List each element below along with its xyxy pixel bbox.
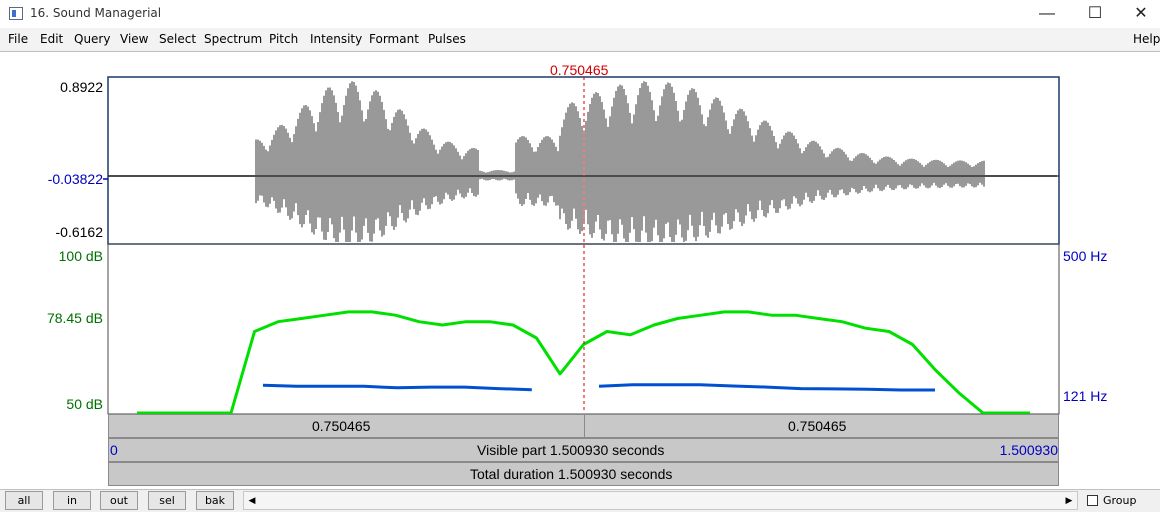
time-segment-right[interactable] [584, 414, 1059, 438]
menu-help[interactable]: Help [1133, 32, 1160, 46]
group-label: Group [1103, 494, 1137, 507]
scroll-left-icon[interactable]: ◀ [248, 495, 256, 505]
visible-part-bar[interactable] [108, 438, 1059, 462]
out-button[interactable]: out [100, 491, 138, 510]
visible-start-label: 0 [110, 442, 118, 458]
menu-pitch[interactable]: Pitch [269, 32, 299, 46]
window-title: 16. Sound Managerial [30, 6, 162, 20]
scroll-right-icon[interactable]: ▶ [1065, 495, 1073, 505]
menu-pulses[interactable]: Pulses [428, 32, 466, 46]
cursor-time-label: 0.750465 [550, 62, 609, 78]
intensity-max-label: 100 dB [58, 248, 103, 264]
pitch-min-label: 121 Hz [1063, 388, 1108, 404]
visible-part-label: Visible part 1.500930 seconds [477, 442, 665, 458]
in-button[interactable]: in [53, 491, 91, 510]
visible-end-label: 1.500930 [999, 442, 1058, 458]
time-segment-left-label: 0.750465 [312, 418, 371, 434]
total-duration-bar[interactable] [108, 462, 1059, 486]
title-bar: 16. Sound Managerial — ☐ ✕ [0, 0, 1160, 28]
menu-formant[interactable]: Formant [369, 32, 419, 46]
menu-query[interactable]: Query [74, 32, 111, 46]
waveform-max-label: 0.8922 [60, 79, 103, 95]
waveform-zero-label: -0.03822 [47, 171, 103, 187]
maximize-icon[interactable]: ☐ [1087, 5, 1103, 22]
waveform-min-label: -0.6162 [55, 224, 103, 240]
menu-spectrum[interactable]: Spectrum [204, 32, 263, 46]
intensity-mid-label: 78.45 dB [46, 310, 103, 326]
menu-select[interactable]: Select [159, 32, 197, 46]
group-checkbox[interactable] [1087, 495, 1098, 506]
close-icon[interactable]: ✕ [1134, 5, 1148, 22]
menu-bar: File Edit Query View Select Spectrum Pit… [0, 28, 1160, 50]
menu-edit[interactable]: Edit [40, 32, 64, 46]
menu-file[interactable]: File [8, 32, 29, 46]
pitch-max-label: 500 Hz [1063, 248, 1108, 264]
time-segment-left[interactable] [108, 414, 585, 438]
intensity-min-label: 50 dB [66, 396, 103, 412]
horizontal-scrollbar[interactable]: ◀ ▶ [243, 491, 1078, 510]
app-icon [9, 7, 23, 20]
all-button[interactable]: all [5, 491, 43, 510]
total-duration-label: Total duration 1.500930 seconds [470, 466, 673, 482]
minimize-icon[interactable]: — [1039, 5, 1055, 22]
menu-view[interactable]: View [120, 32, 149, 46]
menu-intensity[interactable]: Intensity [310, 32, 363, 46]
bak-button[interactable]: bak [196, 491, 234, 510]
time-segment-right-label: 0.750465 [788, 418, 847, 434]
sel-button[interactable]: sel [148, 491, 186, 510]
